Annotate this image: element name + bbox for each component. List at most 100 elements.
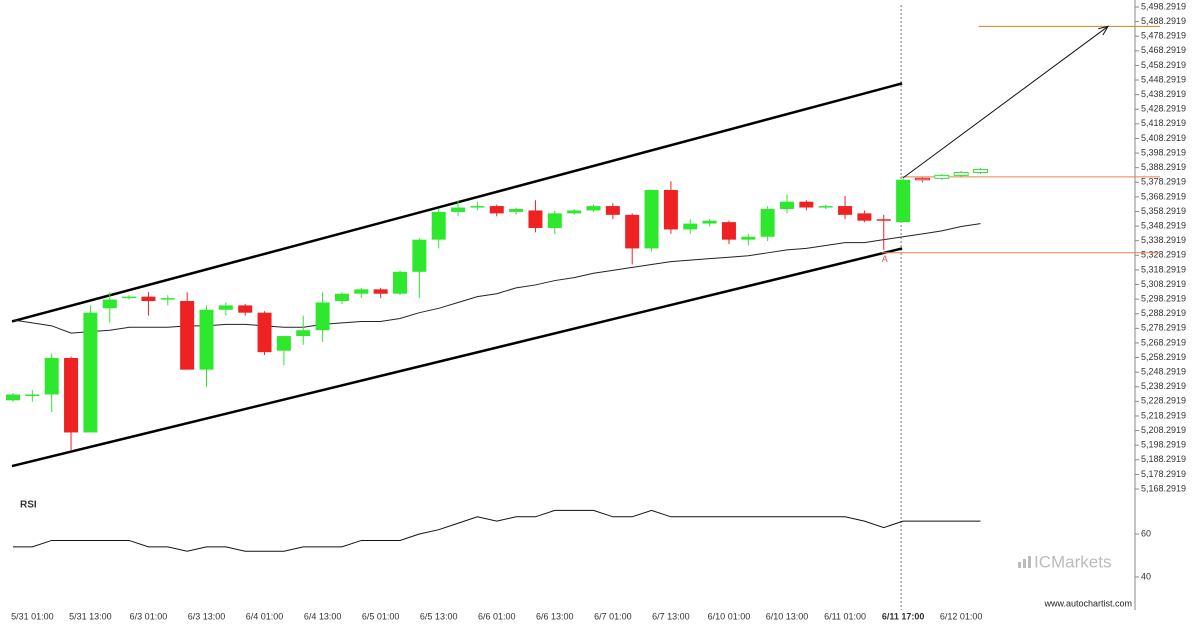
candle-body [644,190,659,249]
y-tick-label: 5,368.2919 [1141,191,1186,201]
y-tick-label: 5,248.2919 [1141,367,1186,377]
candle-body [199,309,214,370]
x-tick-label: 6/10 01:00 [708,611,751,621]
candle-body [296,330,311,337]
candle-body [780,201,794,209]
x-tick-label: 6/3 01:00 [130,611,168,621]
candle-body [354,289,369,294]
candle-body [44,357,59,395]
y-tick-label: 5,388.2919 [1141,162,1186,172]
candle-body [683,223,698,230]
candle-body [180,301,195,370]
candle-body [64,357,79,433]
candle-body [451,207,466,212]
y-tick-label: 5,488.2919 [1141,16,1186,26]
y-tick-label: 5,458.2919 [1141,60,1186,70]
y-tick-label: 5,168.2919 [1141,483,1186,493]
candle-body [567,210,582,214]
y-tick-label: 5,298.2919 [1141,293,1186,303]
x-tick-label: 6/11 17:00 [882,611,925,621]
candle-body [315,302,330,331]
y-tick-label: 5,258.2919 [1141,352,1186,362]
candle-body [857,213,872,221]
x-tick-label: 6/4 01:00 [246,611,284,621]
candle-body [605,206,620,215]
arrow-head [1098,25,1110,36]
rsi-line [13,509,981,552]
candle-body [896,179,911,223]
candle-body [102,299,117,309]
candle-body [470,206,485,208]
candle-body [373,289,388,294]
x-tick-label: 6/10 13:00 [766,611,809,621]
candle-body [528,210,543,228]
candle-body [838,206,853,215]
y-tick-label: 5,218.2919 [1141,410,1186,420]
channel-upper [11,82,903,323]
y-tick-label: 5,358.2919 [1141,206,1186,216]
candle-body [586,206,601,211]
candle-body [799,201,814,208]
x-tick-label: 6/12 01:00 [940,611,983,621]
candle-body [625,214,640,249]
candle-body [489,206,504,214]
candle-body [663,190,678,230]
y-tick-label: 5,268.2919 [1141,337,1186,347]
forecast-arrow [902,26,1109,179]
candle-body [160,298,175,300]
candle-body [741,236,756,240]
x-tick-label: 6/6 13:00 [536,611,574,621]
candle-body [547,213,562,228]
rsi-label: RSI [20,500,37,511]
watermark: ICMarkets [1034,552,1111,571]
y-tick-label: 5,398.2919 [1141,147,1186,157]
candle-body [122,296,137,299]
y-tick-label: 5,438.2919 [1141,89,1186,99]
rsi-tick-label: 40 [1141,571,1151,581]
y-tick-label: 5,188.2919 [1141,454,1186,464]
y-tick-label: 5,378.2919 [1141,177,1186,187]
x-tick-label: 5/31 01:00 [11,611,54,621]
y-tick-label: 5,468.2919 [1141,45,1186,55]
moving-average [12,223,981,334]
x-tick-label: 6/3 13:00 [188,611,226,621]
candle-body [760,208,775,237]
candle-body [6,394,20,401]
y-tick-label: 5,178.2919 [1141,469,1186,479]
y-tick-label: 5,318.2919 [1141,264,1186,274]
candle-body [702,220,717,224]
y-tick-label: 5,208.2919 [1141,425,1186,435]
y-tick-label: 5,278.2919 [1141,323,1186,333]
candle-body [334,293,349,302]
y-tick-label: 5,408.2919 [1141,133,1186,143]
x-tick-label: 6/5 13:00 [420,611,458,621]
candle-body [934,174,950,179]
y-tick-label: 5,428.2919 [1141,104,1186,114]
y-tick-label: 5,238.2919 [1141,381,1186,391]
y-tick-label: 5,198.2919 [1141,440,1186,450]
candle-body [412,239,427,272]
channel-lower [11,247,903,468]
candle-body [431,211,446,240]
y-tick-label: 5,498.2919 [1141,1,1186,11]
x-tick-label: 6/7 13:00 [652,611,690,621]
pattern-label: A [882,254,888,264]
rsi-tick-label: 60 [1141,528,1151,538]
y-tick-label: 5,308.2919 [1141,279,1186,289]
candle-body [257,312,272,353]
candle-body [218,305,233,310]
candle-body [393,271,407,294]
candle-body [238,305,253,313]
x-tick-label: 6/11 01:00 [824,611,866,621]
candle-body [973,169,988,173]
x-tick-label: 6/5 01:00 [362,611,400,621]
x-tick-label: 6/7 01:00 [594,611,632,621]
candle-body [509,208,524,212]
x-tick-label: 6/6 01:00 [478,611,516,621]
candle-body [953,171,969,176]
y-tick-label: 5,288.2919 [1141,308,1186,318]
y-tick-label: 5,338.2919 [1141,235,1186,245]
y-tick-label: 5,478.2919 [1141,31,1186,41]
y-tick-label: 5,328.2919 [1141,250,1186,260]
